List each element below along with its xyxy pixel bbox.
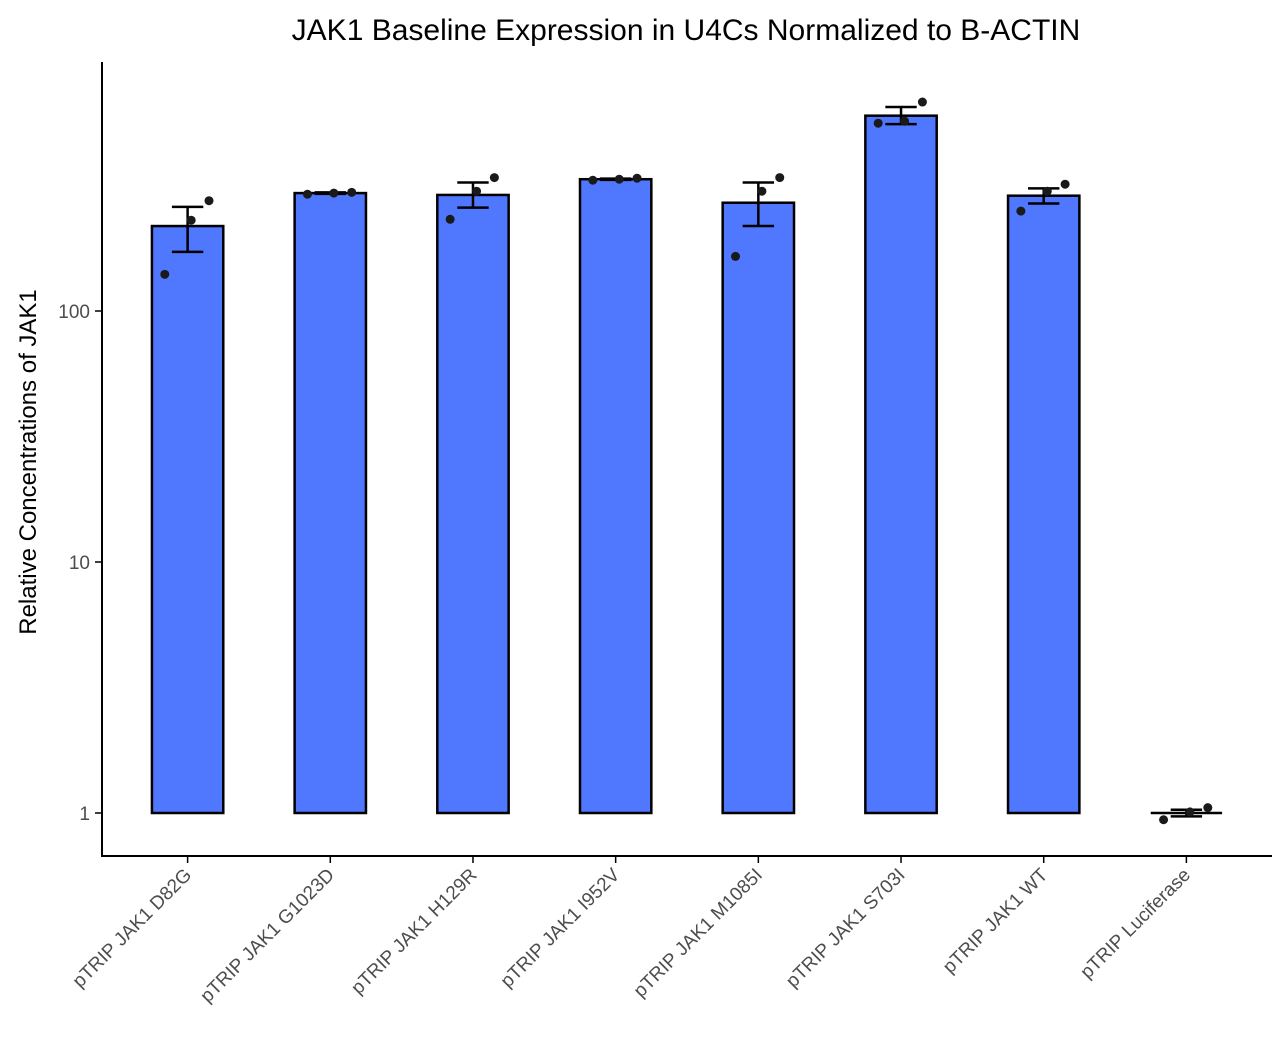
data-point	[302, 189, 312, 199]
data-point	[1159, 815, 1169, 825]
data-point	[1042, 186, 1052, 196]
data-point	[445, 214, 455, 224]
bar	[150, 224, 225, 815]
x-tick-label: pTRIP JAK1 G1023D	[197, 865, 339, 1007]
x-tick-label: pTRIP Luciferase	[1077, 865, 1195, 983]
bar	[293, 191, 368, 815]
bar	[721, 201, 796, 815]
data-point	[1203, 803, 1213, 813]
data-point	[588, 175, 598, 185]
chart-title: JAK1 Baseline Expression in U4Cs Normali…	[292, 14, 1081, 47]
y-axis-label: Relative Concentrations of JAK1	[15, 289, 42, 635]
data-point	[757, 186, 767, 196]
data-points-layer	[160, 97, 1213, 825]
y-tick-label: 100	[58, 302, 90, 323]
x-tick-label: pTRIP JAK1 I952V	[497, 864, 625, 992]
data-point	[775, 173, 785, 183]
x-tick-label: pTRIP JAK1 M1085I	[630, 865, 767, 1002]
data-point	[917, 97, 927, 107]
x-tick-label: pTRIP JAK1 D82G	[69, 865, 196, 992]
data-point	[204, 196, 214, 206]
bar	[864, 114, 938, 815]
data-point	[347, 187, 357, 197]
data-point	[632, 173, 642, 183]
data-point	[329, 188, 339, 198]
data-point	[489, 173, 499, 183]
x-tick-label: pTRIP JAK1 H129R	[347, 865, 481, 999]
data-point	[472, 186, 482, 196]
bar	[436, 193, 510, 815]
data-point	[1060, 179, 1070, 189]
bar	[1006, 194, 1081, 815]
data-point	[873, 118, 883, 128]
x-tick-label: pTRIP JAK1 S703I	[782, 865, 909, 992]
y-tick-label: 10	[69, 553, 90, 574]
bar	[578, 177, 653, 815]
data-point	[1016, 206, 1026, 216]
y-tick-label: 1	[79, 804, 90, 825]
data-point	[160, 269, 170, 279]
data-point	[186, 215, 196, 225]
bars-layer	[150, 114, 1223, 815]
data-point	[1185, 807, 1195, 817]
y-ticks-layer: 1 10 100	[58, 302, 102, 825]
data-point	[731, 251, 741, 261]
data-point	[900, 116, 910, 126]
x-ticks-layer: pTRIP JAK1 D82G pTRIP JAK1 G1023D pTRIP JA…	[69, 856, 1195, 1007]
data-point	[614, 174, 624, 184]
x-tick-label: pTRIP JAK1 WT	[939, 864, 1052, 977]
